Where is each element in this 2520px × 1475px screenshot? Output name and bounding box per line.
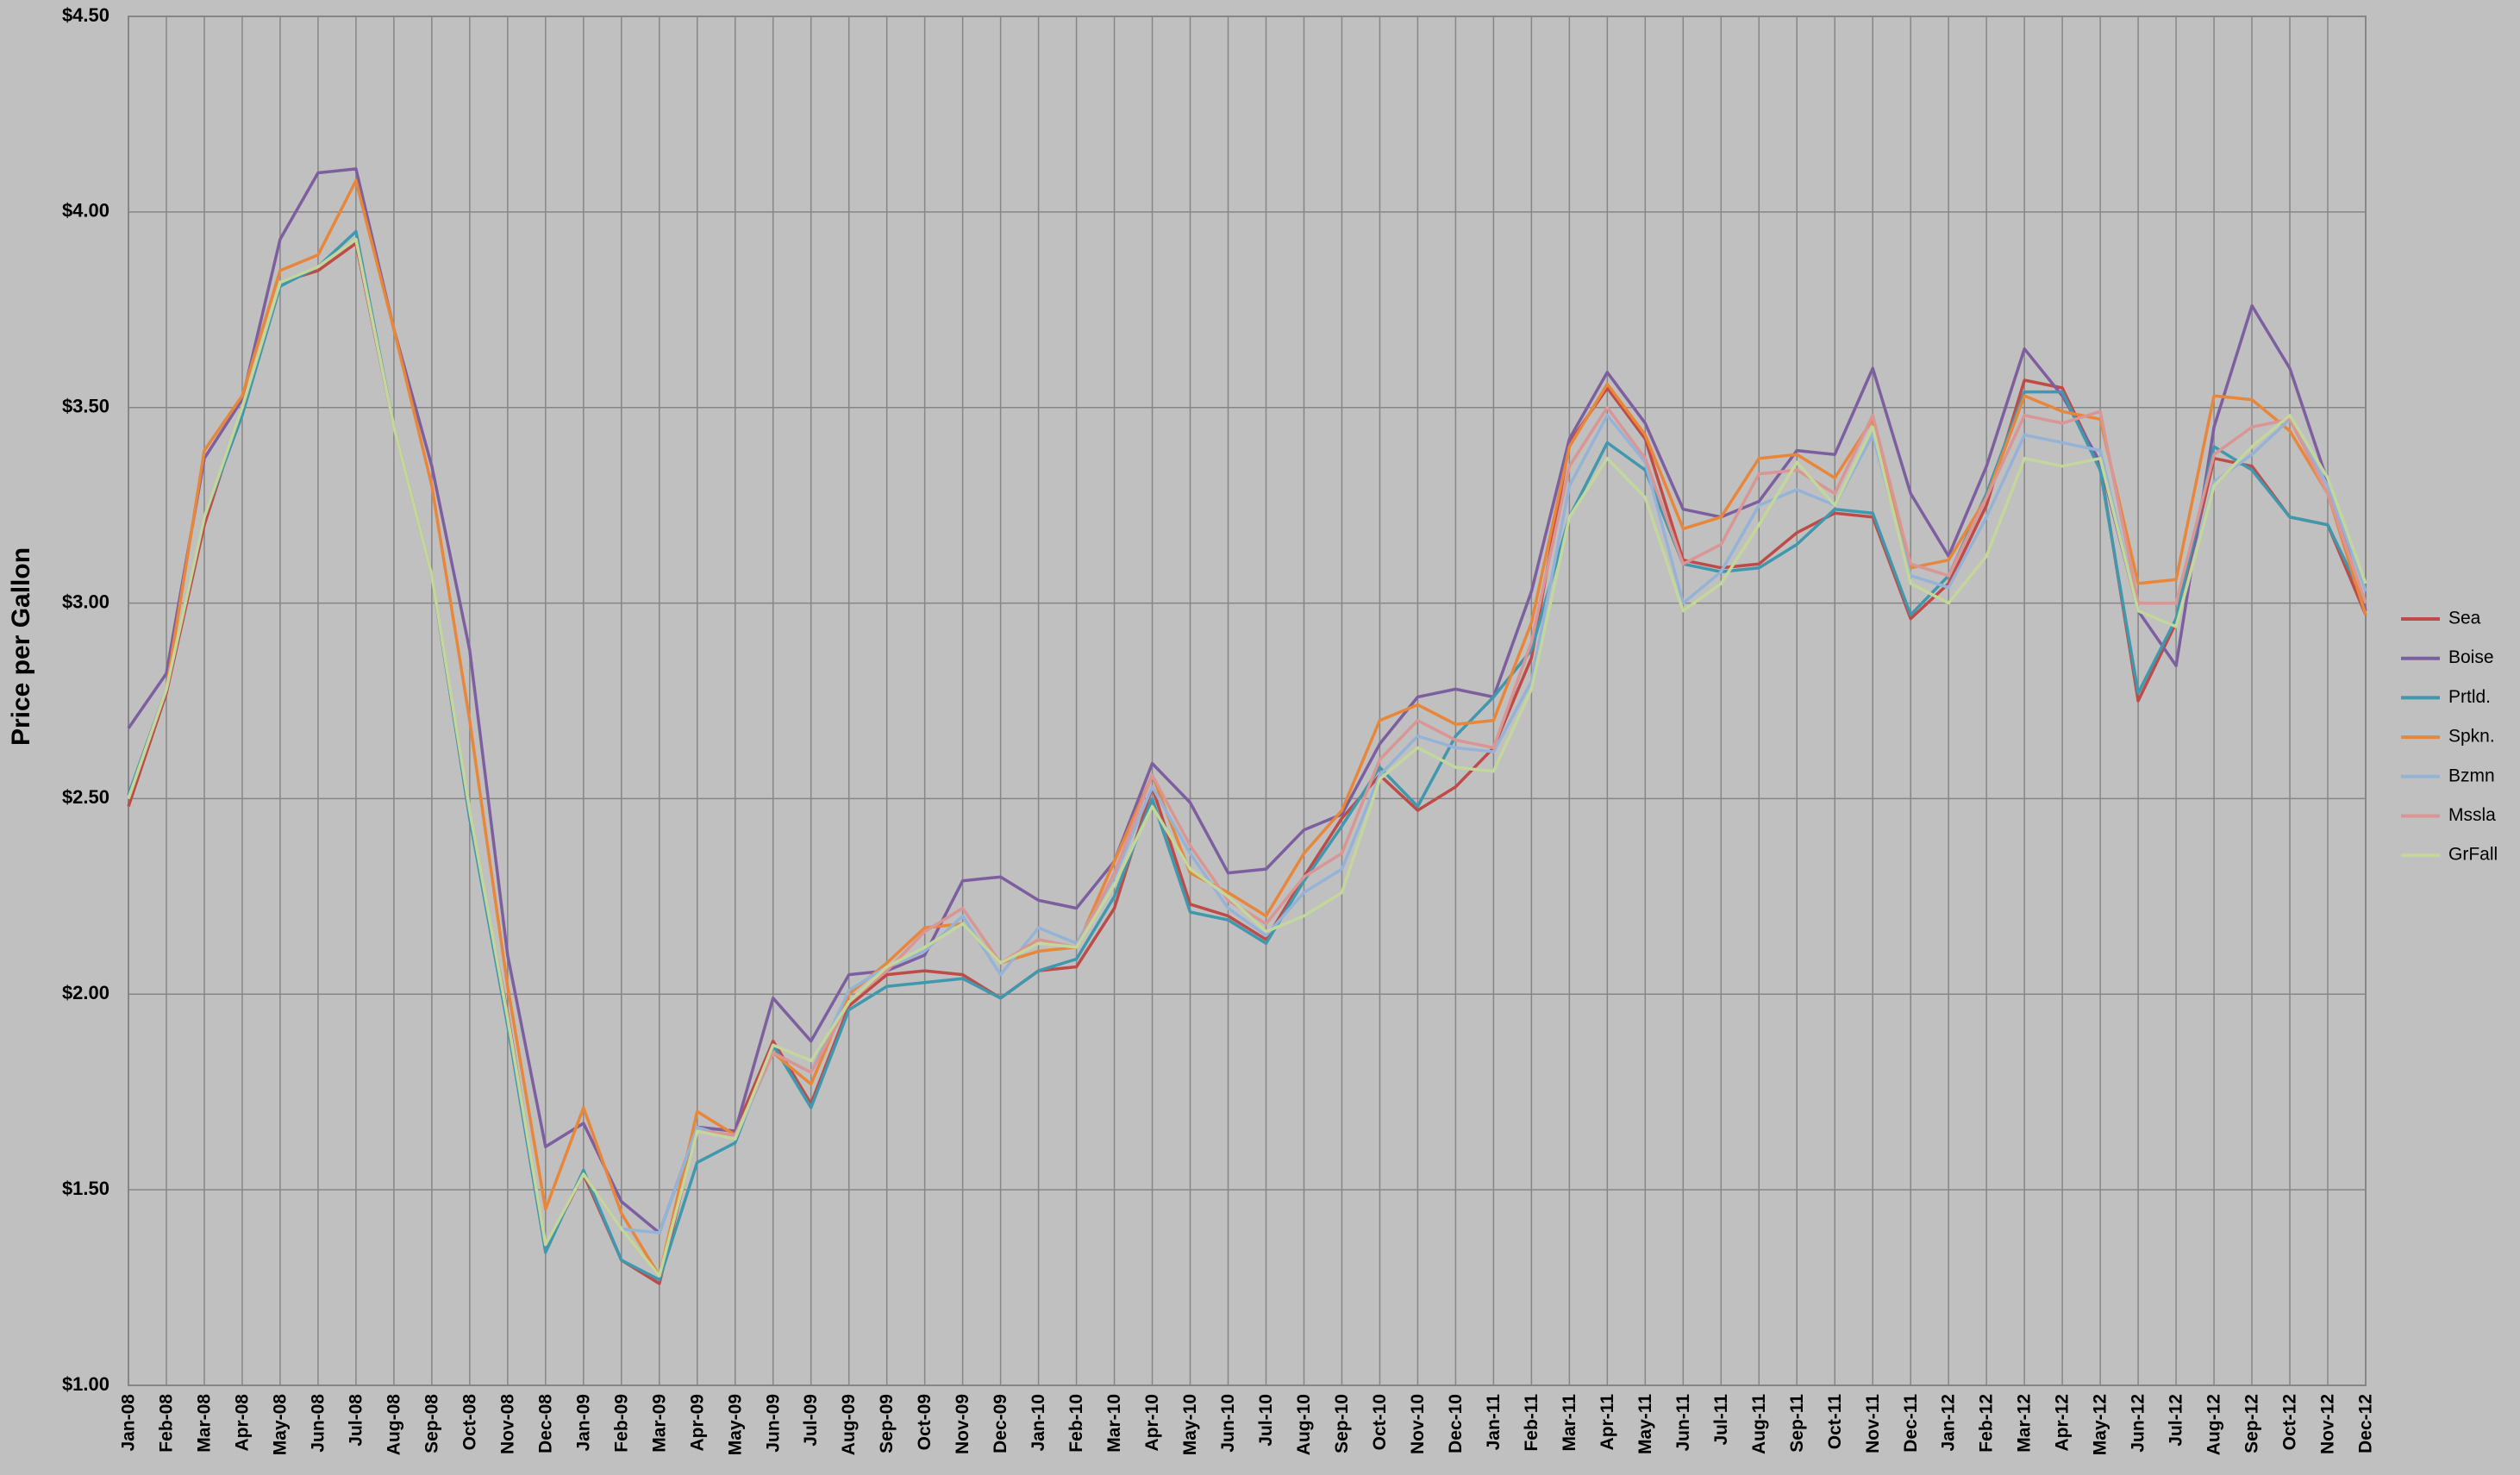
x-tick-label: Feb-10 xyxy=(1066,1394,1086,1453)
x-tick-label: Oct-11 xyxy=(1825,1394,1845,1450)
y-tick-label: $1.50 xyxy=(62,1178,109,1199)
x-tick-label: Sep-09 xyxy=(877,1394,897,1453)
x-tick-label: Mar-08 xyxy=(195,1394,215,1453)
x-tick-label: Oct-10 xyxy=(1370,1394,1390,1450)
x-tick-label: Apr-11 xyxy=(1598,1394,1617,1451)
x-tick-label: May-11 xyxy=(1635,1394,1655,1454)
legend-label: Sea xyxy=(2448,609,2481,628)
x-tick-label: Apr-08 xyxy=(232,1394,252,1452)
plot-area xyxy=(128,16,2367,1386)
x-tick-label: Jan-10 xyxy=(1029,1394,1048,1452)
legend-label: Spkn. xyxy=(2448,727,2495,747)
x-tick-label: Feb-08 xyxy=(157,1394,177,1453)
x-tick-label: Jul-12 xyxy=(2167,1394,2186,1447)
x-tick-label: Sep-08 xyxy=(422,1394,441,1453)
y-axis-title: Price per Gallon xyxy=(7,547,35,746)
x-tick-label: Jun-11 xyxy=(1673,1394,1693,1452)
x-tick-label: Jan-12 xyxy=(1939,1394,1959,1452)
x-tick-label: Feb-12 xyxy=(1977,1394,1997,1453)
y-tick-label: $3.50 xyxy=(62,396,109,417)
y-tick-label: $3.00 xyxy=(62,591,109,612)
x-tick-label: Jul-08 xyxy=(346,1394,366,1447)
x-tick-label: Jan-11 xyxy=(1484,1394,1504,1451)
x-tick-label: Dec-09 xyxy=(991,1394,1010,1453)
x-tick-label: Oct-08 xyxy=(460,1394,479,1451)
x-tick-label: Jun-09 xyxy=(763,1394,783,1453)
legend-label: Bzmn xyxy=(2448,766,2495,785)
y-tick-label: $2.00 xyxy=(62,982,109,1003)
x-tick-label: Jun-10 xyxy=(1218,1394,1238,1453)
x-tick-label: May-09 xyxy=(725,1394,745,1455)
x-tick-label: Feb-09 xyxy=(611,1394,631,1453)
x-tick-label: Aug-10 xyxy=(1294,1394,1314,1455)
x-tick-label: Nov-08 xyxy=(497,1394,517,1454)
x-tick-label: Feb-11 xyxy=(1522,1394,1541,1452)
x-tick-label: Oct-12 xyxy=(2280,1394,2300,1450)
x-tick-label: Dec-10 xyxy=(1446,1394,1466,1453)
x-tick-label: Nov-12 xyxy=(2318,1394,2338,1454)
x-tick-label: Aug-08 xyxy=(384,1394,403,1455)
x-tick-label: Apr-09 xyxy=(687,1394,707,1452)
series-line xyxy=(127,167,2367,1234)
x-tick-label: Jan-08 xyxy=(119,1394,139,1452)
x-tick-label: Nov-11 xyxy=(1863,1394,1883,1453)
x-tick-label: Jan-09 xyxy=(573,1394,593,1452)
x-tick-label: Mar-11 xyxy=(1560,1394,1579,1452)
y-tick-label: $4.50 xyxy=(62,4,109,26)
y-tick-label: $4.00 xyxy=(62,200,109,222)
x-tick-label: Nov-09 xyxy=(953,1394,972,1454)
x-tick-label: Aug-12 xyxy=(2204,1394,2224,1455)
x-tick-label: Apr-12 xyxy=(2053,1394,2073,1452)
x-tick-label: Oct-09 xyxy=(915,1394,935,1450)
x-tick-label: Apr-10 xyxy=(1142,1394,1162,1452)
x-tick-label: Sep-11 xyxy=(1787,1394,1807,1453)
x-tick-label: Dec-11 xyxy=(1901,1394,1921,1453)
y-tick-label: $2.50 xyxy=(62,786,109,808)
legend-label: Boise xyxy=(2448,647,2494,667)
x-tick-label: Jul-09 xyxy=(801,1394,821,1447)
legend-label: Mssla xyxy=(2448,805,2496,825)
x-tick-label: Mar-10 xyxy=(1104,1394,1124,1453)
x-tick-label: Dec-12 xyxy=(2356,1394,2376,1453)
x-tick-label: Jun-12 xyxy=(2129,1394,2148,1453)
x-tick-label: May-08 xyxy=(270,1394,290,1456)
x-tick-label: May-10 xyxy=(1180,1394,1200,1455)
x-tick-label: Mar-12 xyxy=(2015,1394,2035,1453)
legend-label: Prtld. xyxy=(2448,687,2491,707)
x-tick-label: Aug-09 xyxy=(839,1394,859,1455)
x-tick-label: Sep-12 xyxy=(2242,1394,2262,1453)
x-tick-label: Sep-10 xyxy=(1332,1394,1352,1453)
y-tick-label: $1.00 xyxy=(62,1373,109,1395)
x-tick-label: Jul-10 xyxy=(1256,1394,1276,1447)
x-tick-label: Mar-09 xyxy=(649,1394,669,1453)
x-tick-label: Jun-08 xyxy=(308,1394,328,1453)
x-tick-label: Nov-10 xyxy=(1408,1394,1428,1454)
x-tick-label: Aug-11 xyxy=(1749,1394,1769,1454)
x-tick-label: May-12 xyxy=(2091,1394,2110,1455)
legend-label: GrFall xyxy=(2448,845,2498,865)
x-tick-label: Jul-11 xyxy=(1711,1394,1731,1446)
x-tick-label: Dec-08 xyxy=(535,1394,555,1453)
series-line xyxy=(127,237,2367,1278)
